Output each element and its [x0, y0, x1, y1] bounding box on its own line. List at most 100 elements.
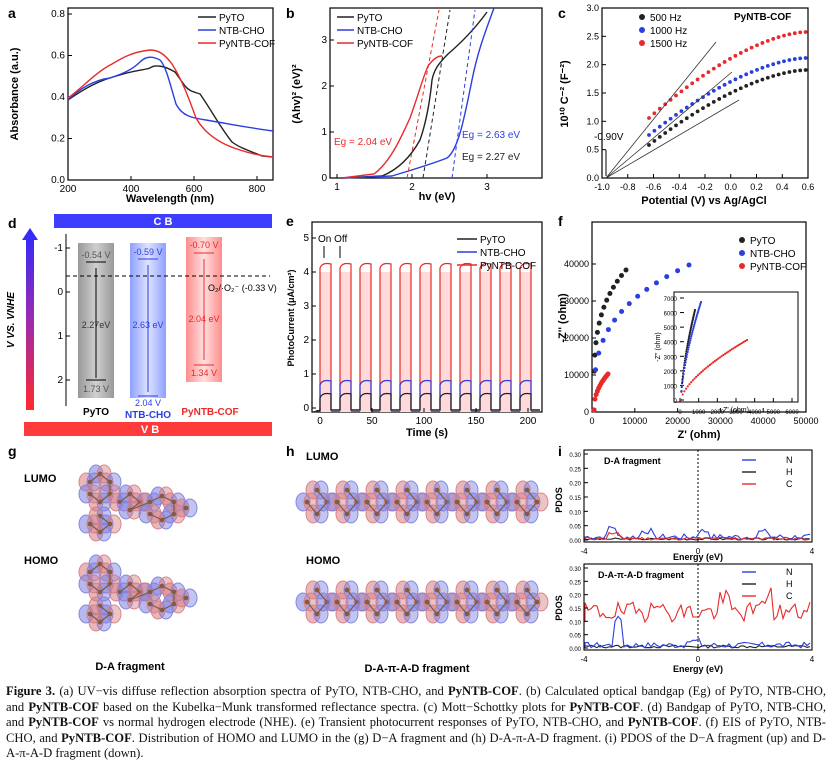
bond — [99, 605, 111, 615]
mott-point — [738, 51, 743, 55]
mott-point — [771, 62, 776, 67]
bar-cof-group: -0.70 V 2.04 eV 1.34 V PyNTB-COF — [181, 240, 238, 418]
inset-point — [694, 319, 697, 323]
orbital-lobe — [455, 504, 471, 524]
inset-xtick: 6000 — [785, 410, 799, 416]
orbital-lobe — [355, 592, 371, 612]
mott-point — [792, 31, 797, 36]
orbital-lobe — [335, 580, 351, 600]
bond — [486, 501, 498, 515]
orbital-lobe — [365, 604, 381, 624]
bar-pyto-group: -0.54 V 2.27eV 1.73 V PyTO — [81, 250, 110, 418]
inset-point — [691, 379, 694, 382]
ntb-cb: -0.59 V — [133, 247, 162, 257]
orbital-lobe — [485, 504, 501, 524]
inset-point — [684, 361, 687, 364]
inset-point — [701, 369, 705, 372]
xtick-a: 800 — [249, 184, 266, 195]
inset-point — [717, 357, 720, 360]
bond — [99, 583, 111, 593]
orbital-lobe — [393, 492, 409, 512]
bond — [316, 589, 328, 603]
orbital-lobe — [505, 592, 521, 612]
cof-gap: 2.04 eV — [188, 314, 219, 324]
mott-point — [782, 71, 786, 76]
ytick-c: 1.5 — [586, 88, 599, 98]
orbital-lobe — [325, 492, 341, 512]
ylabel-a: Absorbance (a.u.) — [9, 47, 21, 140]
mott-point — [728, 80, 732, 84]
xlabel-i-bottom: Energy (eV) — [673, 664, 723, 674]
mott-point — [798, 30, 803, 35]
bond — [316, 489, 328, 503]
bond — [316, 501, 328, 515]
orbital-lobe — [335, 604, 351, 624]
mott-point — [657, 124, 662, 129]
orbital-lobe — [138, 594, 154, 614]
legend-i-bottom-h: H — [786, 579, 793, 589]
photocurrent-trace — [313, 392, 540, 413]
bond — [129, 591, 151, 601]
bond — [346, 489, 358, 503]
inset-point — [715, 358, 718, 361]
bond — [161, 513, 175, 521]
bond — [406, 589, 418, 603]
inset-point — [682, 369, 686, 373]
inset-xtick: 2000 — [711, 410, 725, 416]
inset-point — [683, 390, 686, 393]
ytick-f: 40000 — [564, 259, 589, 269]
orbital-lobe — [86, 514, 102, 534]
caption-part: Figure 3. — [6, 684, 56, 698]
mott-point — [765, 38, 770, 43]
mott-point — [706, 103, 711, 107]
ntb-vb: 2.04 V — [135, 398, 161, 408]
caption-part: vs normal hydrogen electrode (NHE). (e) … — [98, 715, 628, 730]
mott-point — [674, 112, 678, 117]
eis-point — [605, 327, 611, 333]
ytick-b: 1 — [321, 127, 327, 138]
ytick-e: 5 — [303, 233, 309, 244]
legend-b-ntb: NTB-CHO — [357, 26, 403, 37]
bond — [129, 501, 151, 511]
title-i-bottom: D-A-π-A-D fragment — [598, 570, 684, 580]
bond — [129, 591, 141, 601]
ytick-i-bottom: 0.10 — [569, 620, 581, 626]
fit-line-ntb — [451, 9, 476, 179]
xtick-c: -0.8 — [620, 182, 636, 192]
bond — [89, 473, 101, 483]
orbital-lobe — [533, 592, 549, 612]
mott-point — [749, 45, 754, 50]
orbital-lobe — [403, 604, 419, 624]
inset-point — [690, 335, 693, 338]
inset-point — [681, 380, 684, 383]
orbital-lobe — [373, 504, 389, 524]
orbital-lobe — [425, 480, 441, 500]
eis-point — [626, 301, 632, 307]
orbital-lobe — [395, 580, 411, 600]
onoff-label: On Off — [318, 234, 347, 245]
orbital-lobe — [118, 590, 134, 610]
light-on-region — [360, 272, 371, 412]
orbital-lobe — [475, 492, 491, 512]
inset-xtick: 3000 — [729, 410, 743, 416]
mott-point — [744, 72, 749, 77]
eis-point — [686, 262, 692, 268]
legend-e-pyto: PyTO — [480, 235, 506, 246]
ylabel-d: V VS. VNHE — [6, 292, 17, 348]
eis-point — [604, 297, 610, 303]
inset-ytick: 6000 — [664, 312, 678, 318]
orbital-lobe — [146, 504, 162, 524]
ytick-e: 1 — [303, 369, 309, 380]
bond — [516, 601, 528, 615]
legend-f: PyTO NTB-CHO PyNTB-COF — [739, 236, 806, 273]
inset-point — [737, 344, 740, 347]
orbital-lobe — [445, 492, 461, 512]
eis-point — [596, 350, 602, 356]
inset-point — [684, 387, 688, 390]
inset-point — [688, 335, 691, 338]
caption-part: . Distribution of HOMO and LUMO in the (… — [6, 730, 826, 761]
inset-point — [697, 309, 700, 312]
inset-point — [700, 371, 703, 374]
orbital-lobe — [343, 604, 359, 624]
bond — [336, 501, 348, 515]
